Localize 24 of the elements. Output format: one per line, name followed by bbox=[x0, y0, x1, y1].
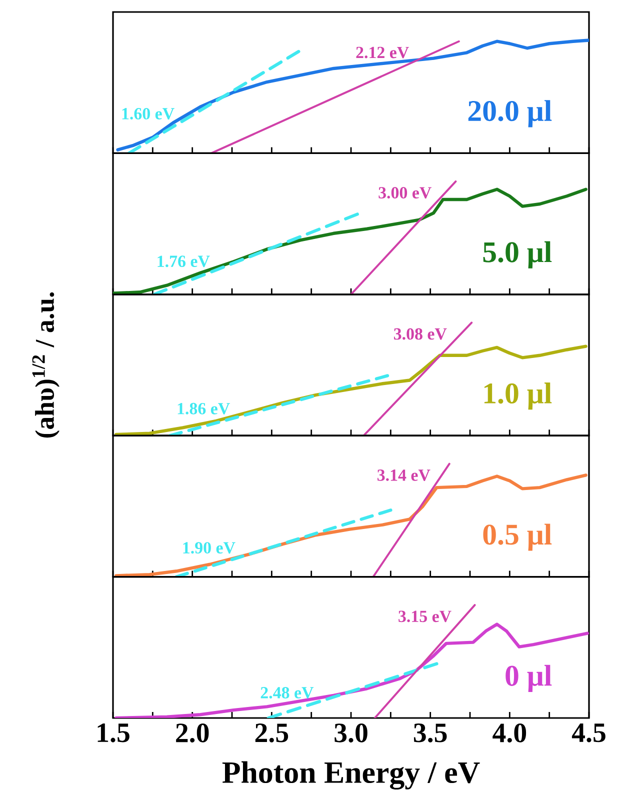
annotation: 2.12 eV bbox=[356, 46, 409, 58]
annotation: 1.90 eV bbox=[183, 542, 236, 554]
x-tick-label: 4.0 bbox=[492, 724, 526, 742]
series-label: 0.5 μl bbox=[483, 524, 552, 551]
annotation: 3.14 eV bbox=[377, 469, 430, 481]
x-tick-label: 2.0 bbox=[176, 724, 209, 742]
annotation: 3.00 eV bbox=[378, 187, 432, 199]
annotation: 1.76 eV bbox=[158, 256, 210, 268]
series-label: 5.0 μl bbox=[483, 241, 552, 268]
x-axis-title: Photon Energy / eV bbox=[222, 761, 480, 790]
x-tick-label: 3.5 bbox=[414, 724, 447, 742]
annotation: 2.48 eV bbox=[260, 687, 314, 699]
x-tick-label: 4.5 bbox=[572, 724, 606, 742]
series-label: 1.0 μl bbox=[484, 382, 552, 410]
annotation: 1.60 eV bbox=[122, 108, 174, 120]
x-tick-label: 1.5 bbox=[98, 724, 130, 742]
y-axis-title: (ahυ)$^{1/2}$ / a.u. bbox=[32, 292, 60, 438]
annotation: 3.15 eV bbox=[398, 610, 452, 622]
annotation: 3.08 eV bbox=[394, 328, 447, 340]
x-tick-label: 2.5 bbox=[255, 724, 288, 742]
series-label: 0 μl bbox=[506, 664, 552, 692]
series-label: 20.0 μl bbox=[468, 100, 552, 128]
x-tick-label: 3.0 bbox=[334, 724, 368, 742]
annotation: 1.86 eV bbox=[178, 402, 230, 414]
